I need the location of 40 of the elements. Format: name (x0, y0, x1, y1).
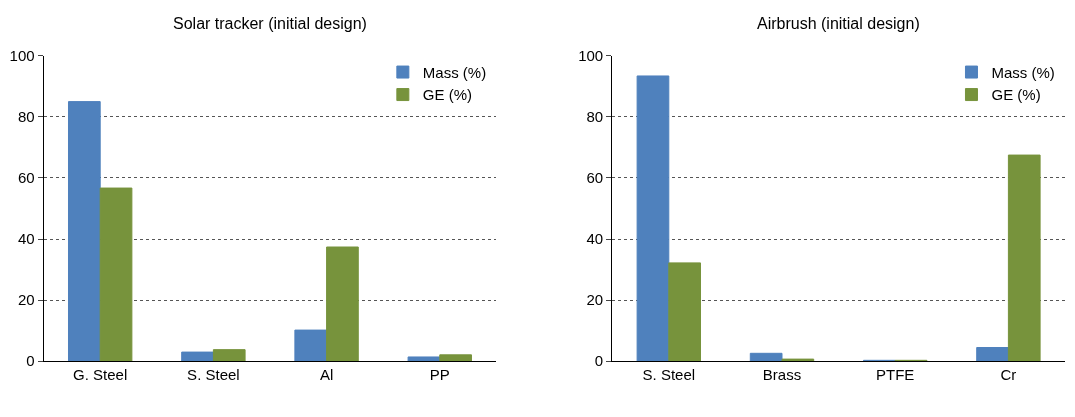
x-tick-label: G. Steel (73, 366, 128, 384)
y-tick-label: 80 (17, 108, 35, 126)
bar (67, 101, 101, 362)
y-tick-label: 0 (26, 352, 35, 370)
chart-title: Solar tracker (initial design) (173, 15, 367, 32)
y-tick-label: 0 (594, 352, 604, 370)
legend-label: GE (%) (422, 86, 473, 104)
y-tick-label: 80 (586, 108, 604, 126)
legend-label: Mass (%) (422, 63, 487, 81)
chart-title: Airbrush (initial design) (757, 15, 920, 32)
x-tick-label: Cr (1000, 366, 1017, 384)
bar (294, 329, 328, 362)
bar (407, 356, 441, 362)
bar (749, 352, 783, 362)
bar (181, 351, 214, 362)
bar (781, 358, 815, 362)
legend-label: Mass (%) (991, 63, 1055, 81)
bar (1007, 154, 1041, 362)
bar (439, 354, 472, 362)
y-tick-label: 60 (17, 169, 35, 187)
y-tick-label: 40 (17, 230, 35, 248)
bar (668, 262, 701, 362)
bar (326, 246, 359, 362)
bar (636, 75, 670, 362)
y-tick-label: 60 (586, 169, 604, 187)
y-tick-label: 20 (586, 291, 604, 309)
y-tick-label: 100 (578, 47, 604, 65)
legend-label: GE (%) (991, 86, 1041, 104)
x-tick-label: S. Steel (187, 366, 240, 384)
y-tick-label: 40 (586, 230, 604, 248)
x-tick-label: Al (319, 366, 334, 384)
y-tick-label: 20 (17, 291, 35, 309)
bar (976, 347, 1009, 362)
x-tick-label: Brass (762, 366, 802, 384)
x-tick-label: S. Steel (642, 366, 696, 384)
x-tick-label: PP (429, 366, 450, 384)
bar (212, 349, 246, 362)
bar (99, 187, 133, 362)
y-tick-label: 100 (9, 47, 35, 65)
x-tick-label: PTFE (876, 366, 915, 384)
